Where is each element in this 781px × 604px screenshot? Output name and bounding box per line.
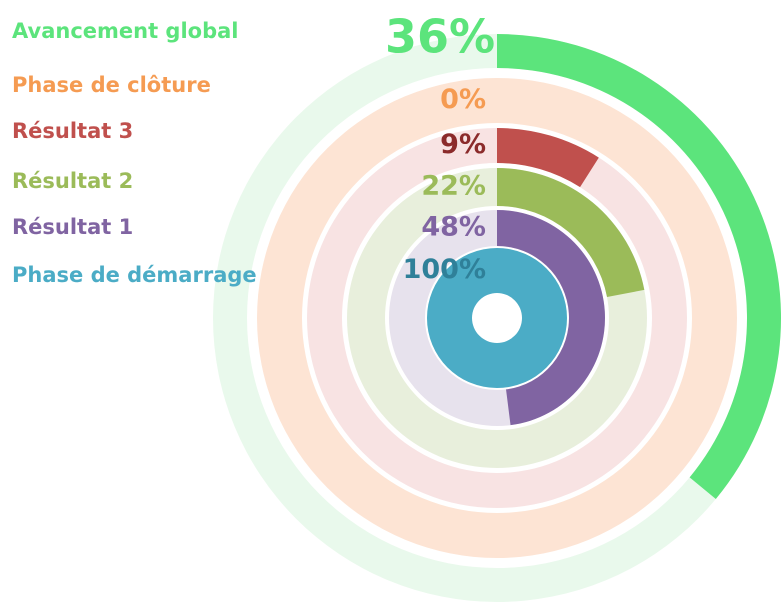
ring-bar [427,248,567,388]
legend-label: Avancement global [12,19,239,43]
ring-bar [497,168,645,298]
value-label: 9% [440,129,486,160]
legend-label: Résultat 1 [12,215,133,239]
ring-bar [497,34,781,500]
legend-label: Résultat 3 [12,119,133,143]
value-label: 22% [421,171,486,202]
legend-label: Résultat 2 [12,169,133,193]
value-label: 48% [421,212,486,243]
legend-label: Phase de clôture [12,73,211,97]
value-label: 0% [440,84,486,115]
value-label: 100% [403,254,486,285]
value-label: 36% [385,10,495,64]
ring-bar [497,128,599,188]
legend-label: Phase de démarrage [12,263,257,287]
ring-bar [497,210,605,426]
